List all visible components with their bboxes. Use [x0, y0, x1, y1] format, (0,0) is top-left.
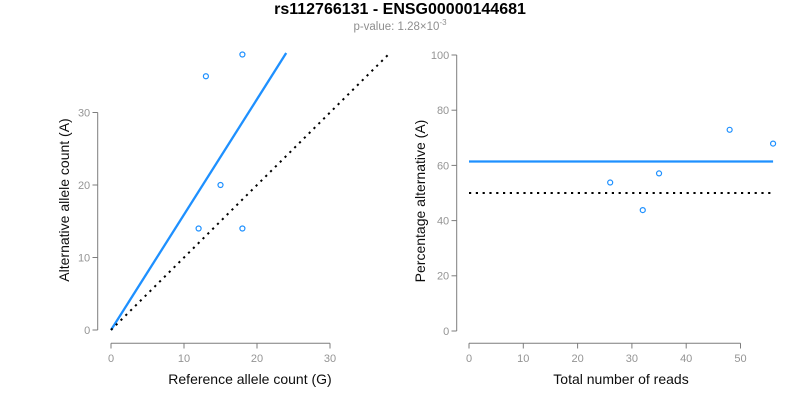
data-point [607, 179, 614, 186]
x-tick-label: 10 [517, 353, 529, 365]
x-tick-label: 20 [251, 353, 263, 365]
data-point [769, 140, 777, 147]
x-tick-label: 30 [626, 353, 638, 365]
y-tick-label: 20 [437, 271, 449, 283]
left-plot-allele-counts: 0 10 20 30 0 10 20 30 [78, 51, 390, 365]
data-point [195, 225, 202, 232]
left-xaxis-label: Reference allele count (G) [168, 371, 332, 387]
data-point [239, 225, 246, 232]
x-tick-label: 0 [108, 353, 114, 365]
right-xaxis-label: Total number of reads [553, 371, 689, 387]
data-point [239, 51, 246, 58]
y-tick-label: 100 [431, 50, 449, 62]
identity-line [110, 53, 390, 331]
x-tick-label: 20 [571, 353, 583, 365]
y-tick-label: 60 [437, 160, 449, 172]
data-point [639, 207, 646, 214]
data-point [202, 73, 209, 80]
y-tick-label: 20 [78, 180, 90, 192]
x-tick-label: 50 [734, 353, 746, 365]
x-tick-label: 0 [466, 353, 472, 365]
y-tick-label: 30 [78, 107, 90, 119]
x-tick-label: 30 [324, 353, 336, 365]
right-yaxis-label: Percentage alternative (A) [412, 119, 428, 283]
left-yaxis-label: Alternative allele count (A) [56, 118, 72, 282]
p-value-exponent: -3 [439, 18, 447, 28]
y-tick-label: 10 [78, 252, 90, 264]
data-point [655, 170, 663, 177]
y-tick-label: 40 [437, 216, 449, 228]
data-point [217, 181, 224, 189]
x-tick-label: 40 [680, 353, 692, 365]
y-tick-label: 80 [437, 105, 449, 117]
data-point [726, 126, 733, 133]
p-value-text: p-value: 1.28×10 [353, 21, 440, 33]
y-tick-label: 0 [443, 326, 449, 338]
x-tick-label: 10 [178, 353, 190, 365]
y-tick-label: 0 [84, 325, 90, 337]
plot-title: rs112766131 - ENSG00000144681 [274, 1, 526, 18]
p-value-subtitle: p-value: 1.28×10-3 [0, 18, 800, 33]
fitted-ratio-line [110, 52, 288, 331]
right-plot-percentage: 0 10 20 30 40 50 0 20 40 60 80 100 [431, 50, 777, 365]
